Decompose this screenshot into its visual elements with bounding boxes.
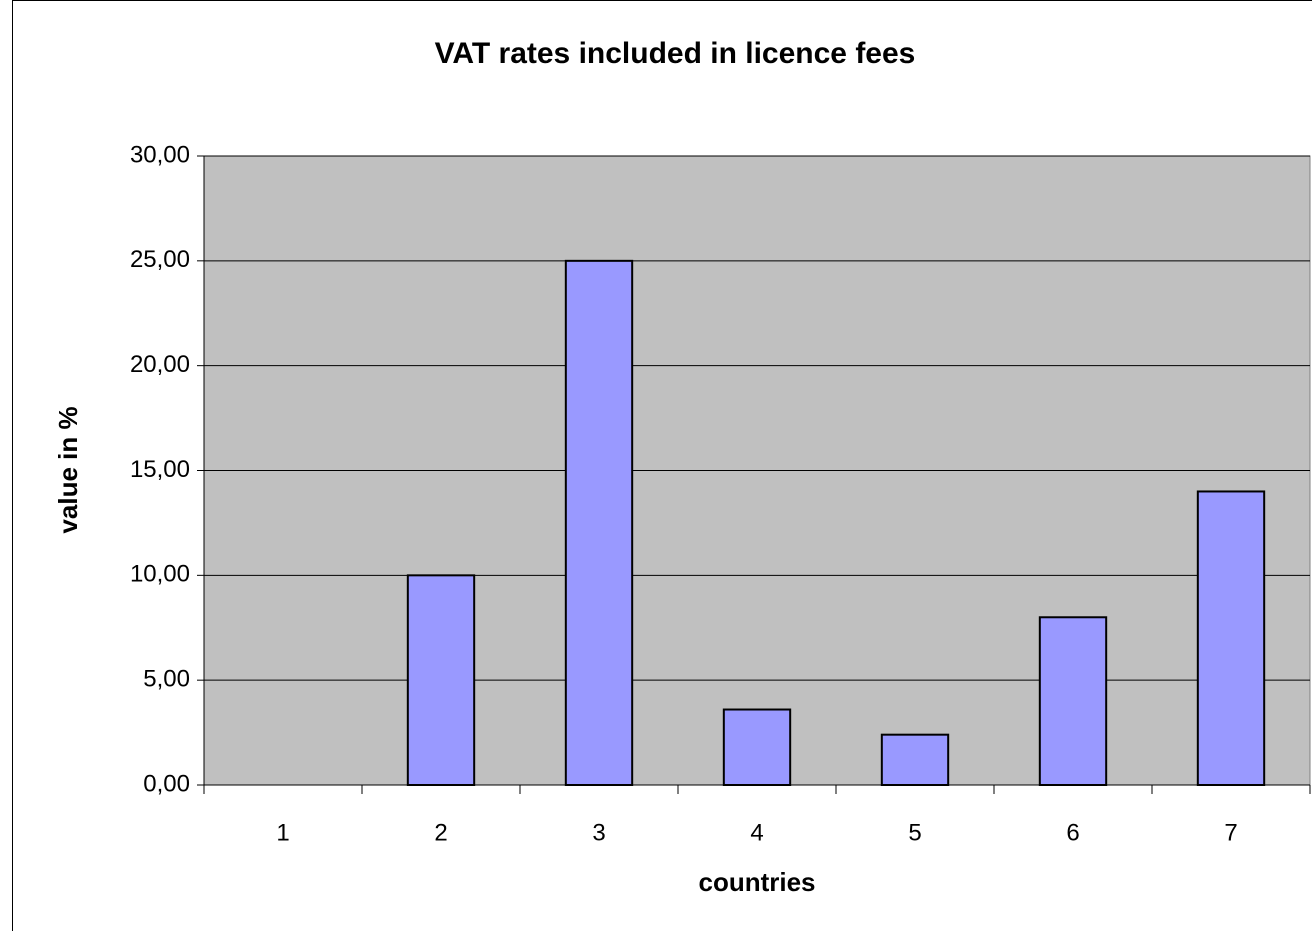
y-tick-label: 25,00 bbox=[130, 246, 190, 273]
x-axis-label: countries bbox=[698, 867, 815, 897]
bar bbox=[1196, 490, 1266, 786]
x-tick-label: 6 bbox=[1066, 819, 1079, 846]
y-tick-label: 30,00 bbox=[130, 141, 190, 168]
x-tick-label: 4 bbox=[750, 819, 763, 846]
bar bbox=[722, 708, 792, 787]
x-tick-label: 7 bbox=[1224, 819, 1237, 846]
x-tick-label: 5 bbox=[908, 819, 921, 846]
bar bbox=[1038, 616, 1108, 786]
bar bbox=[564, 259, 634, 787]
x-tick-label: 3 bbox=[592, 819, 605, 846]
bar bbox=[406, 574, 476, 786]
chart-title: VAT rates included in licence fees bbox=[435, 37, 916, 70]
x-tick-label: 1 bbox=[276, 819, 289, 846]
y-tick-label: 15,00 bbox=[130, 456, 190, 483]
y-tick-label: 10,00 bbox=[130, 561, 190, 588]
x-tick-label: 2 bbox=[434, 819, 447, 846]
bar bbox=[880, 733, 950, 786]
y-tick-label: 20,00 bbox=[130, 351, 190, 378]
y-tick-label: 5,00 bbox=[143, 666, 190, 693]
y-axis-label: value in % bbox=[53, 406, 83, 533]
y-tick-label: 0,00 bbox=[143, 770, 190, 797]
